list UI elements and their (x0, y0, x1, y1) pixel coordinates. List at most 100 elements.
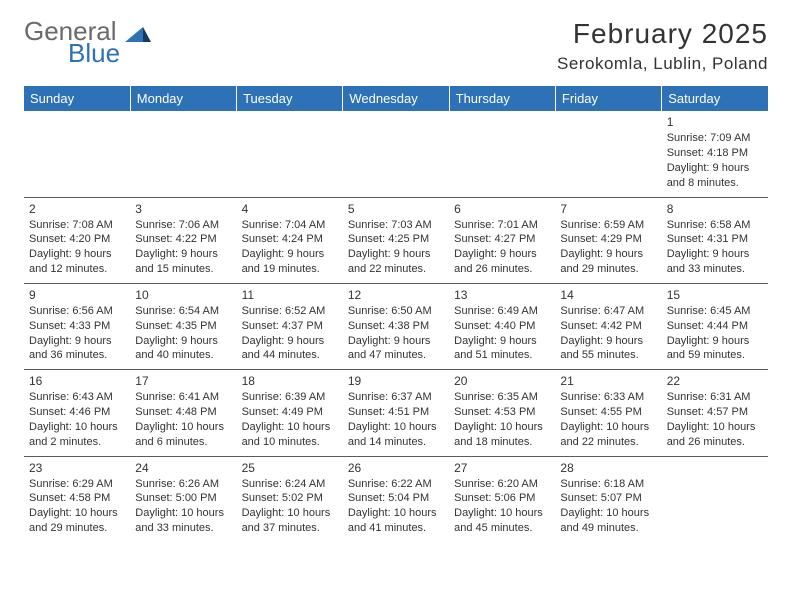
daylight-line: Daylight: 10 hours and 45 minutes. (454, 506, 550, 536)
calendar-day-cell: 1Sunrise: 7:09 AMSunset: 4:18 PMDaylight… (662, 111, 768, 197)
day-number: 24 (135, 461, 231, 475)
sunrise-line: Sunrise: 6:35 AM (454, 390, 550, 405)
calendar-week-row: 1Sunrise: 7:09 AMSunset: 4:18 PMDaylight… (24, 111, 768, 197)
calendar-day-cell (343, 111, 449, 197)
calendar-day-cell: 24Sunrise: 6:26 AMSunset: 5:00 PMDayligh… (130, 456, 236, 542)
daylight-line: Daylight: 10 hours and 29 minutes. (29, 506, 125, 536)
daylight-line: Daylight: 9 hours and 22 minutes. (348, 247, 444, 277)
sunrise-line: Sunrise: 6:52 AM (242, 304, 338, 319)
daylight-line: Daylight: 9 hours and 55 minutes. (560, 334, 656, 364)
calendar-day-cell (24, 111, 130, 197)
calendar-day-cell (237, 111, 343, 197)
sunset-line: Sunset: 4:46 PM (29, 405, 125, 420)
calendar-day-cell (662, 456, 768, 542)
calendar-day-cell: 5Sunrise: 7:03 AMSunset: 4:25 PMDaylight… (343, 197, 449, 283)
calendar-day-cell (555, 111, 661, 197)
sunset-line: Sunset: 4:57 PM (667, 405, 763, 420)
page: General Blue February 2025 Serokomla, Lu… (0, 0, 792, 542)
day-number: 12 (348, 288, 444, 302)
title-block: February 2025 Serokomla, Lublin, Poland (557, 18, 768, 74)
calendar-day-cell: 15Sunrise: 6:45 AMSunset: 4:44 PMDayligh… (662, 283, 768, 369)
page-title: February 2025 (557, 18, 768, 50)
sunrise-line: Sunrise: 6:54 AM (135, 304, 231, 319)
sunrise-line: Sunrise: 6:59 AM (560, 218, 656, 233)
daylight-line: Daylight: 10 hours and 18 minutes. (454, 420, 550, 450)
day-number: 25 (242, 461, 338, 475)
sunrise-line: Sunrise: 6:24 AM (242, 477, 338, 492)
calendar-day-cell: 14Sunrise: 6:47 AMSunset: 4:42 PMDayligh… (555, 283, 661, 369)
calendar-week-row: 9Sunrise: 6:56 AMSunset: 4:33 PMDaylight… (24, 283, 768, 369)
calendar-day-cell: 18 Sunrise: 6:39 AMSunset: 4:49 PMDayligh… (237, 370, 343, 456)
daylight-line: Daylight: 9 hours and 33 minutes. (667, 247, 763, 277)
calendar-day-cell: 8Sunrise: 6:58 AMSunset: 4:31 PMDaylight… (662, 197, 768, 283)
calendar-day-cell: 20Sunrise: 6:35 AMSunset: 4:53 PMDayligh… (449, 370, 555, 456)
brand-logo: General Blue (24, 18, 151, 45)
day-number: 26 (348, 461, 444, 475)
sunset-line: Sunset: 4:22 PM (135, 232, 231, 247)
calendar-day-cell: 28Sunrise: 6:18 AMSunset: 5:07 PMDayligh… (555, 456, 661, 542)
day-number: 10 (135, 288, 231, 302)
daylight-line: Daylight: 10 hours and 10 minutes. (242, 420, 338, 450)
sunset-line: Sunset: 4:40 PM (454, 319, 550, 334)
calendar-day-cell: 10Sunrise: 6:54 AMSunset: 4:35 PMDayligh… (130, 283, 236, 369)
brand-mark-icon (125, 24, 151, 47)
day-number: 4 (242, 202, 338, 216)
daylight-line: Daylight: 9 hours and 59 minutes. (667, 334, 763, 364)
calendar-day-cell: 21Sunrise: 6:33 AMSunset: 4:55 PMDayligh… (555, 370, 661, 456)
day-number: 19 (348, 374, 444, 388)
calendar-day-cell: 16Sunrise: 6:43 AMSunset: 4:46 PMDayligh… (24, 370, 130, 456)
calendar-day-cell: 13Sunrise: 6:49 AMSunset: 4:40 PMDayligh… (449, 283, 555, 369)
sunrise-line: Sunrise: 6:41 AM (135, 390, 231, 405)
day-number: 28 (560, 461, 656, 475)
daylight-line: Daylight: 9 hours and 51 minutes. (454, 334, 550, 364)
sunset-line: Sunset: 4:53 PM (454, 405, 550, 420)
sunrise-line: Sunrise: 6:43 AM (29, 390, 125, 405)
sunset-line: Sunset: 4:31 PM (667, 232, 763, 247)
daylight-line: Daylight: 9 hours and 8 minutes. (667, 161, 763, 191)
day-number: 18 (242, 374, 338, 388)
day-number: 17 (135, 374, 231, 388)
weekday-header-row: SundayMondayTuesdayWednesdayThursdayFrid… (24, 86, 768, 111)
sunrise-line: Sunrise: 6:45 AM (667, 304, 763, 319)
sunrise-line: Sunrise: 6:47 AM (560, 304, 656, 319)
sunset-line: Sunset: 4:55 PM (560, 405, 656, 420)
daylight-line: Daylight: 9 hours and 36 minutes. (29, 334, 125, 364)
sunrise-line: Sunrise: 7:01 AM (454, 218, 550, 233)
day-number: 9 (29, 288, 125, 302)
calendar-day-cell: 23Sunrise: 6:29 AMSunset: 4:58 PMDayligh… (24, 456, 130, 542)
calendar-week-row: 16Sunrise: 6:43 AMSunset: 4:46 PMDayligh… (24, 370, 768, 456)
daylight-line: Daylight: 10 hours and 6 minutes. (135, 420, 231, 450)
weekday-header: Thursday (449, 86, 555, 111)
day-number: 14 (560, 288, 656, 302)
calendar-day-cell (130, 111, 236, 197)
day-number: 7 (560, 202, 656, 216)
sunrise-line: Sunrise: 7:03 AM (348, 218, 444, 233)
sunrise-line: Sunrise: 6:20 AM (454, 477, 550, 492)
calendar-day-cell: 9Sunrise: 6:56 AMSunset: 4:33 PMDaylight… (24, 283, 130, 369)
calendar-week-row: 23Sunrise: 6:29 AMSunset: 4:58 PMDayligh… (24, 456, 768, 542)
daylight-line: Daylight: 10 hours and 2 minutes. (29, 420, 125, 450)
day-number: 15 (667, 288, 763, 302)
calendar-day-cell: 26Sunrise: 6:22 AMSunset: 5:04 PMDayligh… (343, 456, 449, 542)
sunset-line: Sunset: 5:02 PM (242, 491, 338, 506)
sunrise-line: Sunrise: 6:22 AM (348, 477, 444, 492)
sunrise-line: Sunrise: 6:39 AM (242, 390, 338, 405)
day-number: 22 (667, 374, 763, 388)
daylight-line: Daylight: 9 hours and 15 minutes. (135, 247, 231, 277)
day-number: 21 (560, 374, 656, 388)
calendar-week-row: 2Sunrise: 7:08 AMSunset: 4:20 PMDaylight… (24, 197, 768, 283)
sunset-line: Sunset: 4:37 PM (242, 319, 338, 334)
sunrise-line: Sunrise: 7:08 AM (29, 218, 125, 233)
daylight-line: Daylight: 9 hours and 19 minutes. (242, 247, 338, 277)
sunset-line: Sunset: 4:58 PM (29, 491, 125, 506)
sunrise-line: Sunrise: 6:29 AM (29, 477, 125, 492)
sunset-line: Sunset: 4:24 PM (242, 232, 338, 247)
calendar-day-cell: 11Sunrise: 6:52 AMSunset: 4:37 PMDayligh… (237, 283, 343, 369)
day-number: 3 (135, 202, 231, 216)
sunrise-line: Sunrise: 6:37 AM (348, 390, 444, 405)
sunset-line: Sunset: 4:49 PM (242, 405, 338, 420)
sunset-line: Sunset: 4:38 PM (348, 319, 444, 334)
weekday-header: Monday (130, 86, 236, 111)
daylight-line: Daylight: 9 hours and 40 minutes. (135, 334, 231, 364)
day-number: 27 (454, 461, 550, 475)
